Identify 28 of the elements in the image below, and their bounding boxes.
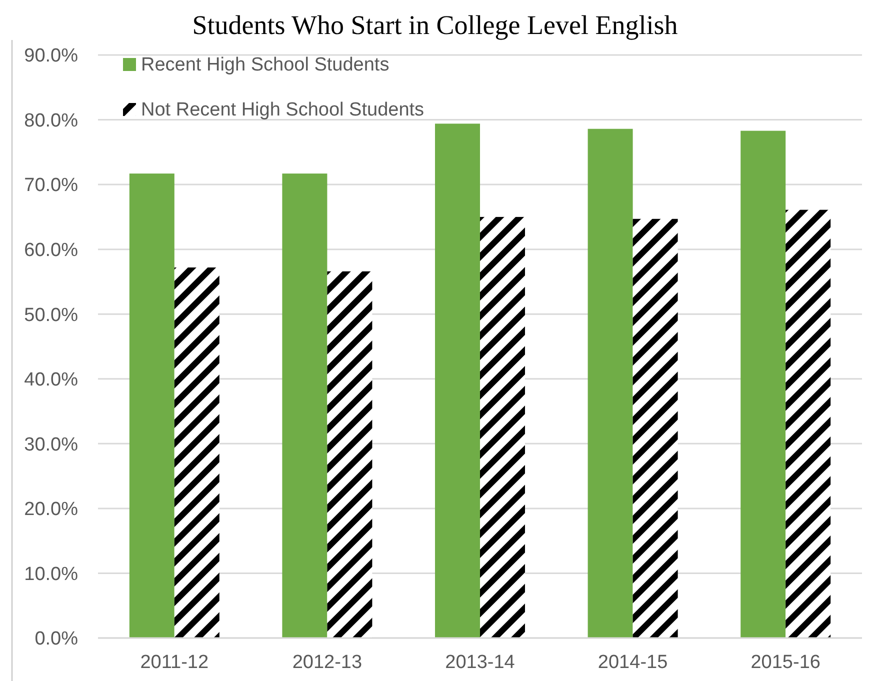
chart-title: Students Who Start in College Level English xyxy=(192,10,678,40)
x-tick-label: 2013-14 xyxy=(445,652,516,673)
bar xyxy=(435,124,480,638)
y-tick-label: 40.0% xyxy=(24,370,78,391)
bar xyxy=(786,210,831,638)
y-tick-label: 80.0% xyxy=(24,110,78,132)
x-tick-label: 2014-15 xyxy=(598,652,668,673)
y-tick-label: 60.0% xyxy=(24,240,78,261)
legend-label: Recent High School Students xyxy=(141,54,390,76)
y-tick-label: 70.0% xyxy=(24,175,78,196)
y-tick-label: 50.0% xyxy=(24,304,78,326)
legend-label: Not Recent High School Students xyxy=(141,100,424,121)
x-tick-label: 2012-13 xyxy=(292,652,362,673)
y-tick-label: 30.0% xyxy=(24,434,78,456)
bar xyxy=(327,271,372,638)
bar xyxy=(632,218,678,638)
bar xyxy=(480,216,525,638)
x-tick-label: 2015-16 xyxy=(750,652,820,673)
bar xyxy=(129,174,174,638)
bar xyxy=(740,130,786,638)
y-tick-label: 0.0% xyxy=(34,628,78,650)
y-tick-label: 90.0% xyxy=(24,46,78,67)
bar xyxy=(588,128,633,638)
bar xyxy=(174,267,220,638)
y-tick-label: 20.0% xyxy=(24,499,78,520)
bar xyxy=(282,174,328,638)
y-tick-label: 10.0% xyxy=(24,564,78,585)
x-tick-label: 2011-12 xyxy=(140,652,209,673)
